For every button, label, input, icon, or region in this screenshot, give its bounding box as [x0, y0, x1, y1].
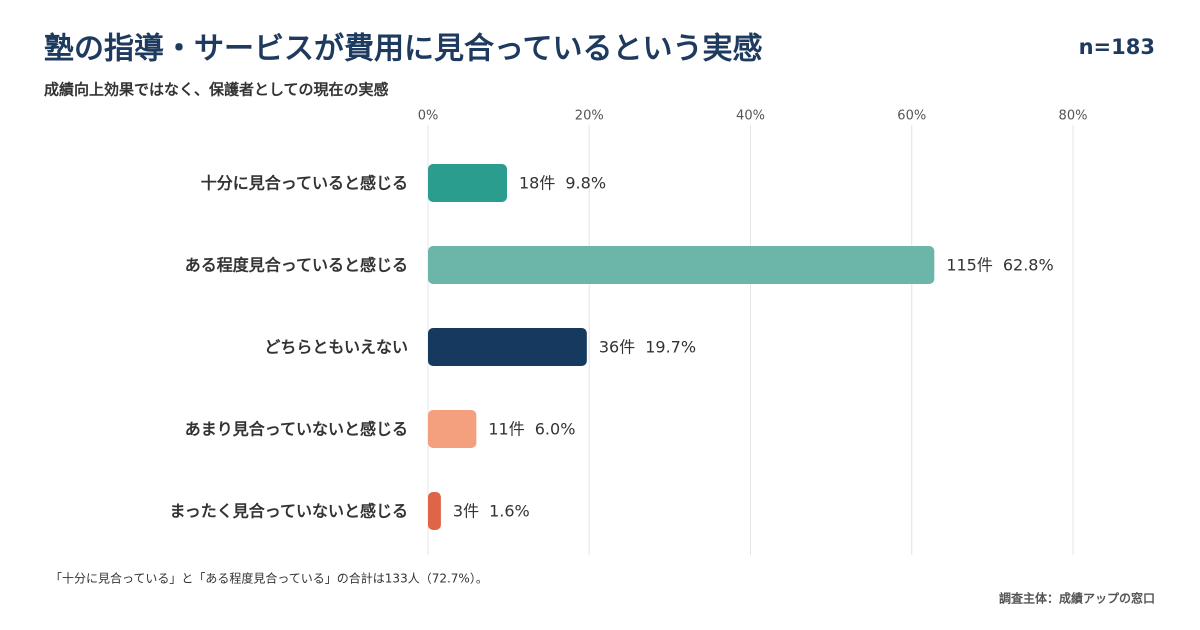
- count-label: 11件: [488, 420, 524, 439]
- x-tick-label: 80%: [1059, 109, 1088, 124]
- bar: [428, 164, 508, 202]
- bar: [428, 246, 935, 284]
- bar: [428, 328, 587, 366]
- footnote: 「十分に見合っている」と「ある程度見合っている」の合計は133人（72.7%）。: [50, 571, 488, 586]
- source: 調査主体：成績アップの窓口: [999, 591, 1155, 606]
- y-tick-label: 十分に見合っていると感じる: [201, 174, 408, 193]
- chart-title: 塾の指導・サービスが費用に見合っているという実感: [44, 32, 763, 67]
- value-label: 62.8%: [1003, 256, 1054, 275]
- value-label: 1.6%: [489, 502, 530, 521]
- y-tick-label: どちらともいえない: [264, 338, 408, 357]
- chart-subtitle: 成績向上効果ではなく、保護者としての現在の実感: [44, 81, 389, 99]
- count-label: 115件: [946, 256, 993, 275]
- x-tick-label: 20%: [575, 109, 604, 124]
- y-tick-label: あまり見合っていないと感じる: [185, 420, 408, 439]
- value-label: 6.0%: [535, 420, 576, 439]
- count-label: 36件: [599, 338, 635, 357]
- count-label: 18件: [519, 174, 555, 193]
- y-tick-label: ある程度見合っていると感じる: [185, 256, 408, 275]
- count-label: 3件: [453, 502, 479, 521]
- x-tick-label: 40%: [736, 109, 765, 124]
- bar: [428, 492, 441, 530]
- value-label: 19.7%: [645, 338, 696, 357]
- bar: [428, 410, 477, 448]
- x-tick-label: 0%: [418, 109, 439, 124]
- x-tick-label: 60%: [897, 109, 926, 124]
- value-label: 9.8%: [565, 174, 606, 193]
- y-tick-label: まったく見合っていないと感じる: [169, 502, 408, 521]
- sample-size: n=183: [1079, 35, 1155, 59]
